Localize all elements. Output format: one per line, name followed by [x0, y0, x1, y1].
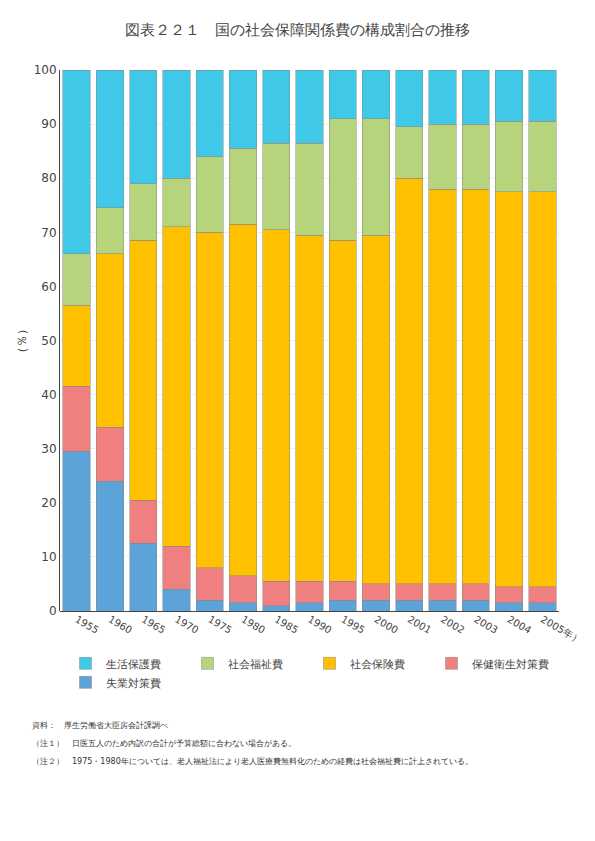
svg-text:2001: 2001 — [406, 614, 434, 636]
svg-text:1955: 1955 — [73, 614, 101, 636]
svg-text:1990: 1990 — [306, 614, 334, 636]
svg-text:1985: 1985 — [273, 614, 301, 636]
svg-text:生活保護費: 生活保護費 — [106, 658, 161, 671]
svg-text:1995: 1995 — [339, 614, 367, 636]
svg-text:40: 40 — [41, 388, 56, 402]
svg-text:（％）: （％） — [15, 323, 29, 359]
svg-text:1960: 1960 — [106, 614, 134, 636]
svg-text:（注１） 日医五人のため内訳の合計が予算総額に合わない場合が: （注１） 日医五人のため内訳の合計が予算総額に合わない場合がある。 — [32, 739, 296, 748]
svg-text:資料： 厚生労働省大臣房会計課調べ: 資料： 厚生労働省大臣房会計課調べ — [32, 721, 168, 730]
svg-text:1965: 1965 — [140, 614, 168, 636]
svg-text:60: 60 — [41, 280, 56, 294]
svg-text:2000: 2000 — [373, 614, 401, 636]
svg-text:90: 90 — [41, 117, 56, 131]
svg-text:100: 100 — [34, 63, 57, 77]
svg-text:1970: 1970 — [173, 614, 201, 636]
svg-text:2004: 2004 — [506, 614, 534, 636]
svg-text:1975: 1975 — [206, 614, 234, 636]
svg-text:0: 0 — [49, 604, 57, 618]
svg-text:2005年）: 2005年） — [539, 614, 584, 646]
svg-text:80: 80 — [41, 171, 56, 185]
svg-text:10: 10 — [41, 550, 56, 564]
svg-text:2002: 2002 — [439, 614, 467, 636]
svg-text:保健衛生対策費: 保健衛生対策費 — [472, 658, 549, 671]
svg-text:失業対策費: 失業対策費 — [106, 677, 161, 690]
svg-text:30: 30 — [41, 442, 56, 456]
svg-text:図表２２１ 国の社会保障関係費の構成割合の推移: 図表２２１ 国の社会保障関係費の構成割合の推移 — [125, 21, 470, 39]
svg-text:70: 70 — [41, 226, 56, 240]
svg-text:（注２） 1975・1980年については、老人福祉法により老: （注２） 1975・1980年については、老人福祉法により老人医療費無料化のため… — [32, 757, 473, 766]
svg-text:社会保険費: 社会保険費 — [350, 658, 405, 671]
svg-text:2003: 2003 — [472, 614, 500, 636]
svg-text:社会福祉費: 社会福祉費 — [228, 658, 283, 671]
svg-text:50: 50 — [41, 334, 56, 348]
svg-text:20: 20 — [41, 496, 56, 510]
svg-text:1980: 1980 — [239, 614, 267, 636]
